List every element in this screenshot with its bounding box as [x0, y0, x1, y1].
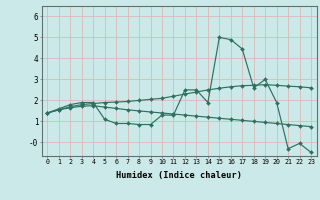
X-axis label: Humidex (Indice chaleur): Humidex (Indice chaleur) — [116, 171, 242, 180]
